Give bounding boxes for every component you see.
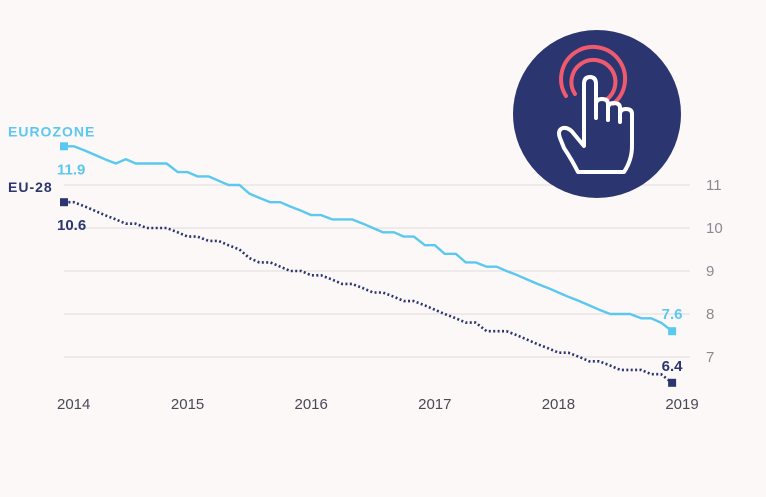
series-line-eu-28 [64,200,673,384]
end-value-label: 7.6 [662,306,683,323]
tap-hand-icon [513,30,681,198]
end-marker [668,378,677,387]
start-marker [60,198,68,207]
y-tick-label: 11 [706,177,722,194]
x-tick-label: 2016 [295,396,328,413]
series-name: EUROZONE [8,123,95,139]
y-axis: 11 10 9 8 7 [706,177,723,366]
y-tick-label: 9 [706,263,714,280]
start-value-label: 10.6 [57,217,86,234]
x-tick-label: 2017 [418,396,451,413]
x-tick-label: 2019 [665,396,698,413]
x-tick-label: 2018 [542,396,575,413]
series-group [60,142,677,387]
series-name: EU-28 [8,179,53,195]
x-tick-label: 2015 [171,396,204,413]
y-tick-label: 8 [706,306,714,323]
series-labels: EUROZONE 11.9 7.6 EU-28 10.6 6.4 [8,123,683,374]
y-tick-label: 7 [706,349,714,366]
y-tick-label: 10 [706,220,723,237]
end-value-label: 6.4 [662,358,684,375]
start-marker [60,142,68,151]
x-axis: 2014 2015 2016 2017 2018 2019 [57,396,699,413]
end-marker [668,327,677,336]
x-tick-label: 2014 [57,396,90,413]
series-line-eurozone [64,145,673,333]
grid [64,184,690,358]
start-value-label: 11.9 [57,161,85,178]
